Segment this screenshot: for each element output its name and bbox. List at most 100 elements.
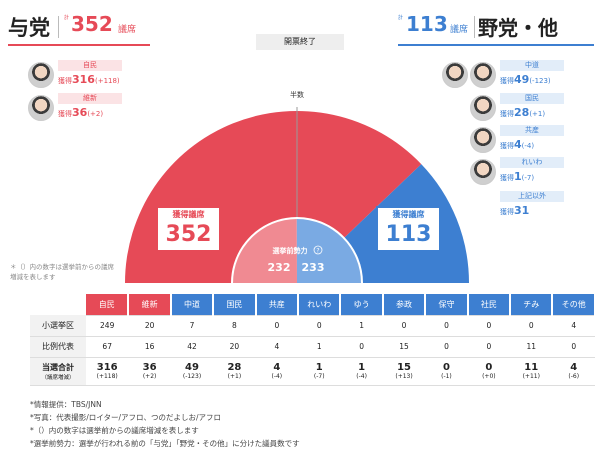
ruling-seat-title: 獲得議席 <box>172 210 205 219</box>
seat-label: 獲得 <box>500 208 514 216</box>
count-status-badge: 開票終了 <box>256 34 344 50</box>
question-mark: ? <box>316 248 319 255</box>
total-value: 1 <box>315 362 323 373</box>
total-diff: (+118) <box>96 373 118 380</box>
total-value: 49 <box>185 362 199 373</box>
avatar-kyosan <box>470 127 496 153</box>
opposition-seat-title: 獲得議席 <box>392 210 425 219</box>
party-seats-reiwa: 獲得1(-7) <box>500 170 534 183</box>
divider <box>474 16 475 38</box>
avatar-chudo-1 <box>442 62 468 88</box>
avatar-reiwa <box>470 159 496 185</box>
seat-diff: (-4) <box>521 142 535 150</box>
column-header-party: ゆう <box>340 294 384 316</box>
pre-ruling-arc <box>233 219 297 283</box>
cell-district: 7 <box>170 315 214 337</box>
pre-ruling-value: 232 <box>268 261 291 274</box>
total-value: 0 <box>442 362 450 373</box>
ruling-seat-value: 352 <box>165 222 212 247</box>
column-header-party: 自民 <box>86 294 130 316</box>
seat-value: 49 <box>514 73 530 86</box>
cell-district: 20 <box>128 315 171 337</box>
opposition-seat-value: 113 <box>385 222 432 247</box>
party-seats-ishin: 獲得36(+2) <box>58 106 103 119</box>
pre-opposition-value: 233 <box>302 261 325 274</box>
footnote: *選挙前勢力：選挙が行われる前の「与党」「野党・その他」に分けた議員数です <box>30 439 300 448</box>
opposition-header: 計 113 議席 野党・他 <box>398 8 594 46</box>
cell-district: 0 <box>425 315 468 337</box>
cell-total: 28 (+1) <box>213 357 256 386</box>
row-header-pr: 比例代表 <box>30 336 86 358</box>
row-header-district: 小選挙区 <box>30 315 86 337</box>
party-seats-kokumin: 獲得28(+1) <box>500 106 545 119</box>
total-diff: (-123) <box>182 373 202 380</box>
seat-label: 獲得 <box>500 174 514 182</box>
row-header-total: 当選合計 （議席増減） <box>30 357 86 386</box>
question-circle-icon[interactable] <box>313 245 323 255</box>
party-chip-reiwa: れいわ <box>500 157 564 168</box>
cell-total: 49 (-123) <box>170 357 214 386</box>
column-header-party: 国民 <box>213 294 257 316</box>
seat-diff: (-7) <box>521 174 535 182</box>
half-label: 半数 <box>290 90 304 99</box>
total-sub-label: （議席増減） <box>41 374 75 381</box>
column-header-party: 参政 <box>382 294 427 316</box>
cell-total: 36 (+2) <box>128 357 171 386</box>
party-chip-jimin: 自民 <box>58 60 122 71</box>
cell-pr: 0 <box>425 336 468 358</box>
seat-label: 獲得 <box>58 77 72 85</box>
ruling-seat-box: 獲得議席 352 <box>156 206 221 252</box>
table-corner <box>30 294 86 315</box>
cell-pr: 0 <box>467 336 511 358</box>
column-header-party: 維新 <box>128 294 172 316</box>
total-label: 当選合計 <box>42 362 74 372</box>
cell-total: 4 (-6) <box>552 357 595 386</box>
column-header-party: その他 <box>552 294 596 316</box>
total-value: 0 <box>485 362 493 373</box>
footnote: *写真：代表撮影/ロイター/アフロ、つのだよしお/アフロ <box>30 413 222 422</box>
column-header-party: チみ <box>510 294 554 316</box>
table-header-row: 自民 維新 中道 国民 共産 れいわ ゆう 参政 保守 社民 チみ その他 <box>30 294 596 316</box>
cell-district: 0 <box>510 315 553 337</box>
cell-pr: 1 <box>298 336 341 358</box>
avatar-kokumin <box>470 95 496 121</box>
avatar-chudo-2 <box>470 62 496 88</box>
opposition-label: 野党・他 <box>478 16 558 40</box>
total-value: 4 <box>570 362 578 373</box>
table-row-pr: 比例代表 67 16 42 20 4 1 0 15 0 0 11 0 <box>30 336 595 358</box>
cell-total: 11 (+11) <box>510 357 553 386</box>
column-header-party: 社民 <box>467 294 512 316</box>
seat-unit: 議席 <box>450 25 469 35</box>
party-chip-ishin: 維新 <box>58 93 122 104</box>
total-diff: (-4) <box>271 373 283 380</box>
seat-value: 36 <box>72 106 88 119</box>
cell-pr: 20 <box>213 336 256 358</box>
total-prefix: 計 <box>64 15 70 21</box>
party-seats-chudo: 獲得49(-123) <box>500 73 551 86</box>
seat-diff: (+2) <box>87 110 104 118</box>
cell-total: 1 (-4) <box>340 357 383 386</box>
party-seats-kyosan: 獲得4(-4) <box>500 138 534 151</box>
column-header-party: れいわ <box>298 294 342 316</box>
column-header-party: 共産 <box>255 294 300 316</box>
seat-label: 獲得 <box>500 110 514 118</box>
cell-total: 1 (-7) <box>298 357 341 386</box>
cell-pr: 4 <box>255 336 299 358</box>
total-value: 316 <box>96 362 118 373</box>
seat-value: 28 <box>514 106 530 119</box>
cell-total: 0 (-1) <box>425 357 468 386</box>
seat-label: 獲得 <box>500 142 514 150</box>
footnote: *（）内の数字は選挙前からの議席増減を表します <box>30 426 199 435</box>
total-value: 4 <box>273 362 281 373</box>
cell-pr: 42 <box>170 336 214 358</box>
total-diff: (+11) <box>522 373 540 380</box>
cell-pr: 11 <box>510 336 553 358</box>
divider <box>58 16 59 38</box>
total-value: 28 <box>227 362 242 373</box>
cell-district: 249 <box>86 315 129 337</box>
party-chip-kokumin: 国民 <box>500 93 564 104</box>
cell-district: 4 <box>552 315 595 337</box>
avatar-ishin <box>28 95 54 121</box>
seat-diff: (+118) <box>94 77 120 85</box>
gauge-note: ＊（）内の数字は選挙前からの議席増減を表します <box>10 263 114 281</box>
